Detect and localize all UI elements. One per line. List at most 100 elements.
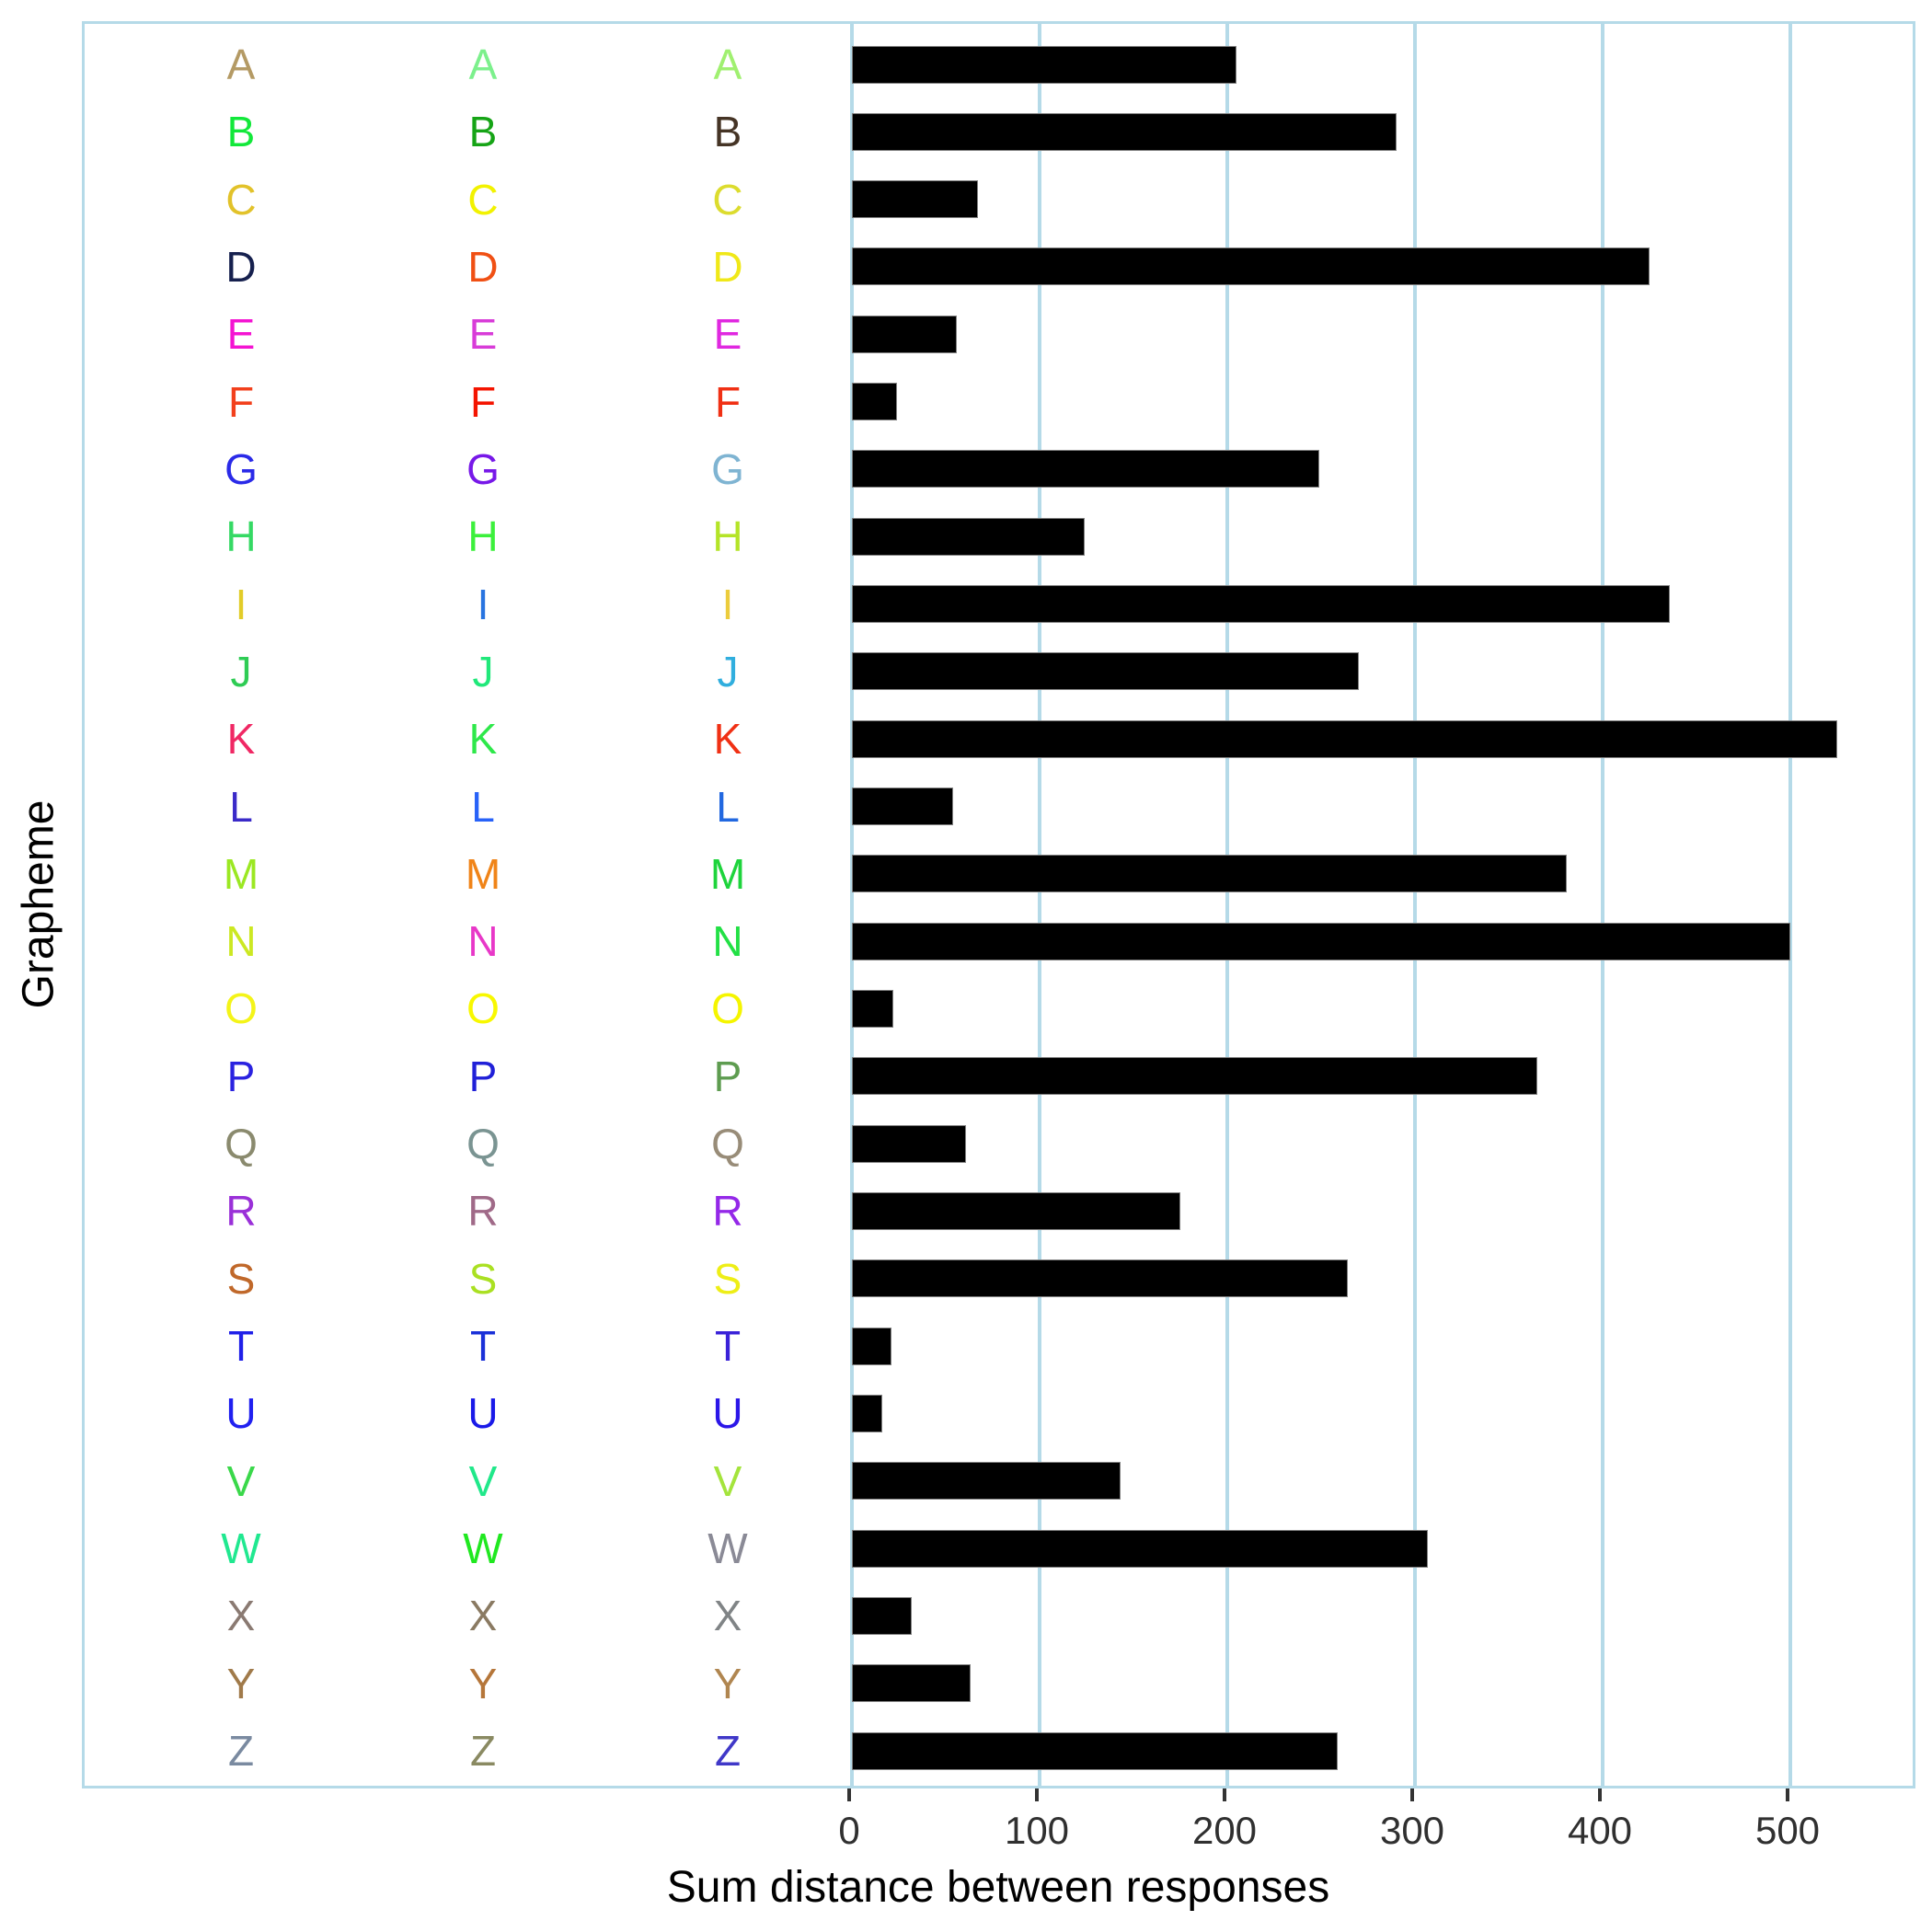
- grapheme-letter-x-col1: X: [226, 1592, 256, 1640]
- grapheme-letter-b-col2: B: [468, 108, 498, 156]
- grapheme-letter-t-col3: T: [714, 1322, 742, 1371]
- bar-r: [852, 1191, 1180, 1230]
- grapheme-letter-l-col2: L: [471, 782, 495, 831]
- grapheme-letter-z-col2: Z: [469, 1727, 497, 1775]
- grapheme-letter-y-col1: Y: [226, 1659, 256, 1708]
- grapheme-letter-f-col2: F: [469, 377, 497, 426]
- x-tick-100: [1035, 1788, 1039, 1801]
- grapheme-letter-a-col3: A: [713, 40, 742, 88]
- grapheme-letter-m-col2: M: [465, 849, 501, 898]
- grapheme-letter-r-col3: R: [712, 1187, 743, 1236]
- x-tick-400: [1598, 1788, 1602, 1801]
- grapheme-letter-b-col1: B: [226, 108, 256, 156]
- gridline-x-0: [850, 24, 854, 1786]
- bar-z: [852, 1731, 1339, 1770]
- grapheme-letter-c-col2: C: [467, 175, 499, 224]
- grapheme-letter-g-col3: G: [711, 444, 744, 493]
- grapheme-letter-v-col2: V: [468, 1456, 498, 1505]
- grapheme-letter-h-col1: H: [225, 512, 257, 561]
- grapheme-letter-j-col2: J: [472, 647, 494, 696]
- grapheme-letter-j-col3: J: [717, 647, 739, 696]
- grapheme-letter-p-col1: P: [226, 1052, 256, 1100]
- bar-c: [852, 180, 978, 219]
- grapheme-letter-e-col1: E: [226, 310, 256, 359]
- x-tick-label-100: 100: [1004, 1809, 1070, 1852]
- grapheme-letter-k-col1: K: [226, 715, 256, 764]
- bar-f: [852, 383, 897, 421]
- grapheme-letter-c-col3: C: [712, 175, 743, 224]
- grapheme-letter-y-col3: Y: [713, 1659, 742, 1708]
- x-tick-label-400: 400: [1567, 1809, 1633, 1852]
- gridline-x-200: [1225, 24, 1229, 1786]
- grapheme-letter-w-col3: W: [707, 1524, 748, 1573]
- grapheme-letter-d-col3: D: [712, 242, 743, 291]
- x-tick-label-0: 0: [838, 1809, 860, 1852]
- bar-u: [852, 1394, 882, 1432]
- grapheme-letter-d-col1: D: [225, 242, 257, 291]
- bar-s: [852, 1259, 1348, 1298]
- grapheme-letter-r-col1: R: [225, 1187, 257, 1236]
- bar-y: [852, 1664, 971, 1703]
- grapheme-letter-u-col3: U: [712, 1389, 743, 1438]
- grapheme-letter-w-col2: W: [463, 1524, 503, 1573]
- grapheme-letter-o-col2: O: [466, 984, 500, 1033]
- gridline-x-500: [1788, 24, 1792, 1786]
- grapheme-letter-d-col2: D: [467, 242, 499, 291]
- grapheme-letter-q-col1: Q: [224, 1120, 258, 1168]
- grapheme-letter-q-col2: Q: [466, 1120, 500, 1168]
- bar-o: [852, 989, 893, 1028]
- bar-n: [852, 922, 1790, 960]
- grapheme-letter-m-col3: M: [709, 849, 746, 898]
- grapheme-letter-i-col1: I: [235, 580, 247, 628]
- x-tick-500: [1786, 1788, 1789, 1801]
- bar-e: [852, 315, 958, 353]
- bar-p: [852, 1057, 1537, 1096]
- bar-w: [852, 1529, 1429, 1568]
- grapheme-letter-p-col2: P: [468, 1052, 498, 1100]
- x-tick-200: [1223, 1788, 1226, 1801]
- grapheme-letter-s-col2: S: [468, 1254, 498, 1303]
- bar-t: [852, 1327, 891, 1365]
- grapheme-letter-e-col2: E: [468, 310, 498, 359]
- grapheme-letter-p-col3: P: [713, 1052, 742, 1100]
- bar-a: [852, 45, 1237, 84]
- grapheme-letter-s-col1: S: [226, 1254, 256, 1303]
- grapheme-letter-n-col2: N: [467, 917, 499, 966]
- grapheme-letter-g-col2: G: [466, 444, 500, 493]
- x-tick-0: [847, 1788, 851, 1801]
- grapheme-letter-t-col2: T: [469, 1322, 497, 1371]
- grapheme-letter-o-col3: O: [711, 984, 744, 1033]
- bar-b: [852, 112, 1397, 151]
- grapheme-letter-f-col3: F: [714, 377, 742, 426]
- grapheme-letter-z-col1: Z: [227, 1727, 255, 1775]
- grapheme-letter-l-col3: L: [716, 782, 740, 831]
- grapheme-letter-n-col1: N: [225, 917, 257, 966]
- x-tick-300: [1410, 1788, 1414, 1801]
- x-tick-label-300: 300: [1379, 1809, 1445, 1852]
- gridline-x-100: [1038, 24, 1041, 1786]
- bar-d: [852, 247, 1650, 286]
- bar-q: [852, 1124, 967, 1163]
- grapheme-letter-h-col2: H: [467, 512, 499, 561]
- gridline-x-400: [1601, 24, 1604, 1786]
- grapheme-letter-k-col2: K: [468, 715, 498, 764]
- grapheme-letter-u-col2: U: [467, 1389, 499, 1438]
- grapheme-letter-i-col2: I: [477, 580, 489, 628]
- gridline-x-300: [1413, 24, 1417, 1786]
- bar-x: [852, 1596, 913, 1635]
- grapheme-letter-a-col2: A: [468, 40, 498, 88]
- grapheme-letter-r-col2: R: [467, 1187, 499, 1236]
- bar-i: [852, 585, 1671, 624]
- bar-v: [852, 1462, 1121, 1501]
- bar-g: [852, 450, 1319, 489]
- grapheme-letter-z-col3: Z: [714, 1727, 742, 1775]
- grapheme-letter-u-col1: U: [225, 1389, 257, 1438]
- grapheme-letter-y-col2: Y: [468, 1659, 498, 1708]
- grapheme-letter-f-col1: F: [227, 377, 255, 426]
- grapheme-letter-t-col1: T: [227, 1322, 255, 1371]
- y-axis-title: Grapheme: [14, 799, 63, 1009]
- grapheme-letter-h-col3: H: [712, 512, 743, 561]
- grapheme-letter-q-col3: Q: [711, 1120, 744, 1168]
- grapheme-letter-e-col3: E: [713, 310, 742, 359]
